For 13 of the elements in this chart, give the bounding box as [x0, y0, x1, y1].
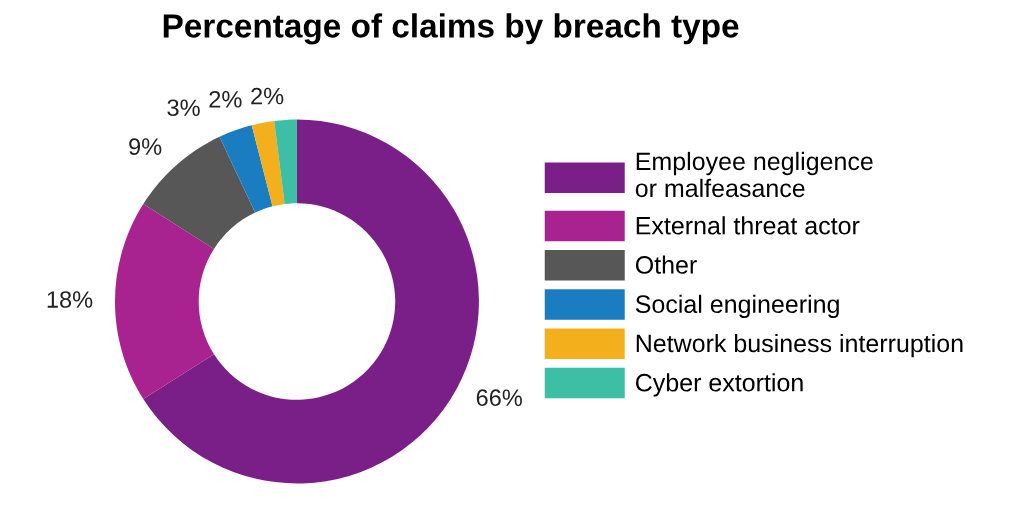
- legend-label: Cyber extortion: [636, 373, 803, 397]
- data-label: 3%: [167, 99, 200, 117]
- legend-label: Other: [635, 255, 697, 274]
- legend-label: Employee negligence or malfeasance: [635, 151, 873, 198]
- legend-label: External threat actor: [636, 216, 860, 235]
- data-label: 18%: [47, 291, 93, 308]
- legend-label: Social engineering: [635, 294, 839, 319]
- data-label: 2%: [251, 87, 284, 105]
- data-label: 2%: [209, 90, 242, 108]
- legend-label: Network business interruption: [636, 333, 963, 358]
- data-label: 66%: [476, 389, 522, 407]
- chart-title: Percentage of claims by breach type: [163, 13, 739, 45]
- data-label: 9%: [129, 138, 162, 155]
